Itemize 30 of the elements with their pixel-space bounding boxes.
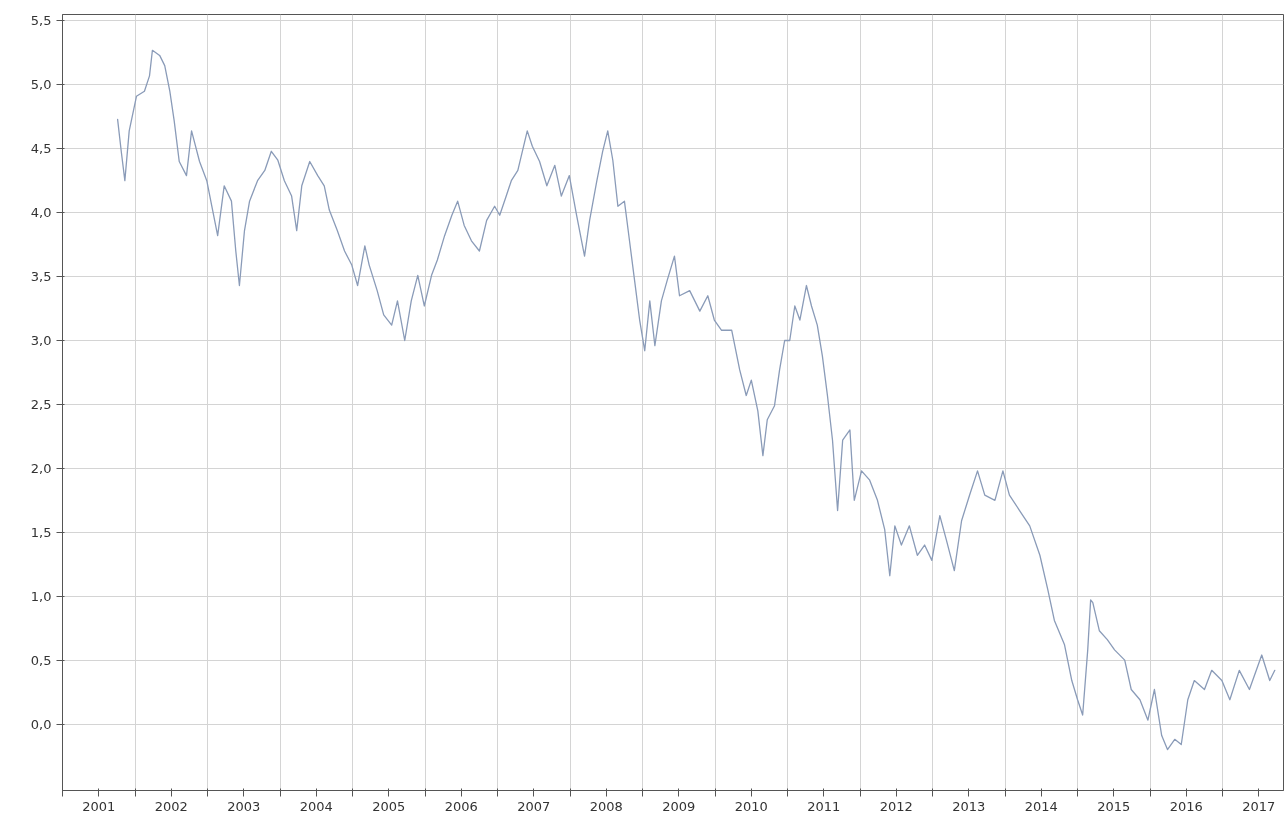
line-series xyxy=(116,49,1276,751)
y-tick-label: 2,5 xyxy=(30,396,52,412)
y-tick-label: 5,5 xyxy=(30,13,52,29)
x-tick-label: 2011 xyxy=(807,798,841,814)
y-tick-label: 3,0 xyxy=(30,333,52,348)
x-tick-label: 2006 xyxy=(444,798,478,814)
y-tick-label: 2,0 xyxy=(30,460,52,476)
x-tick-label: 2008 xyxy=(589,798,623,814)
x-tick-label: 2015 xyxy=(1097,798,1131,814)
x-tick-label: 2013 xyxy=(952,798,986,814)
x-tick-label: 2016 xyxy=(1169,798,1203,814)
x-tick-label: 2003 xyxy=(227,798,261,814)
x-tick-label: 2007 xyxy=(517,798,551,814)
y-tick-label: 0,5 xyxy=(30,652,52,668)
y-tick-label: 3,5 xyxy=(30,269,52,285)
y-tick-label: 5,0 xyxy=(30,77,52,93)
x-tick-label: 2002 xyxy=(154,798,188,814)
y-tick-label: 1,0 xyxy=(30,588,52,604)
y-tick-label: 1,5 xyxy=(30,524,52,540)
x-tick-label: 2014 xyxy=(1024,798,1058,814)
x-tick-label: 2004 xyxy=(299,798,333,814)
y-tick-label: 4,0 xyxy=(30,205,52,221)
x-tick-label: 2017 xyxy=(1242,798,1276,814)
y-tick-label: 0,0 xyxy=(30,716,52,732)
y-tick-label: 4,5 xyxy=(30,141,52,157)
x-tick-label: 2012 xyxy=(879,798,913,814)
x-tick-label: 2001 xyxy=(82,798,116,814)
x-tick-label: 2010 xyxy=(734,798,768,814)
x-tick-label: 2009 xyxy=(662,798,696,814)
x-tick-label: 2005 xyxy=(372,798,406,814)
